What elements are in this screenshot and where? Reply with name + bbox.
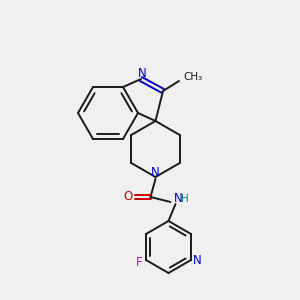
Text: N: N [138, 67, 146, 80]
Text: N: N [174, 193, 183, 206]
Text: H: H [181, 194, 188, 204]
Text: O: O [124, 190, 133, 203]
Text: N: N [193, 254, 201, 266]
Text: N: N [151, 167, 160, 179]
Text: CH₃: CH₃ [183, 72, 202, 82]
Text: F: F [136, 256, 142, 268]
